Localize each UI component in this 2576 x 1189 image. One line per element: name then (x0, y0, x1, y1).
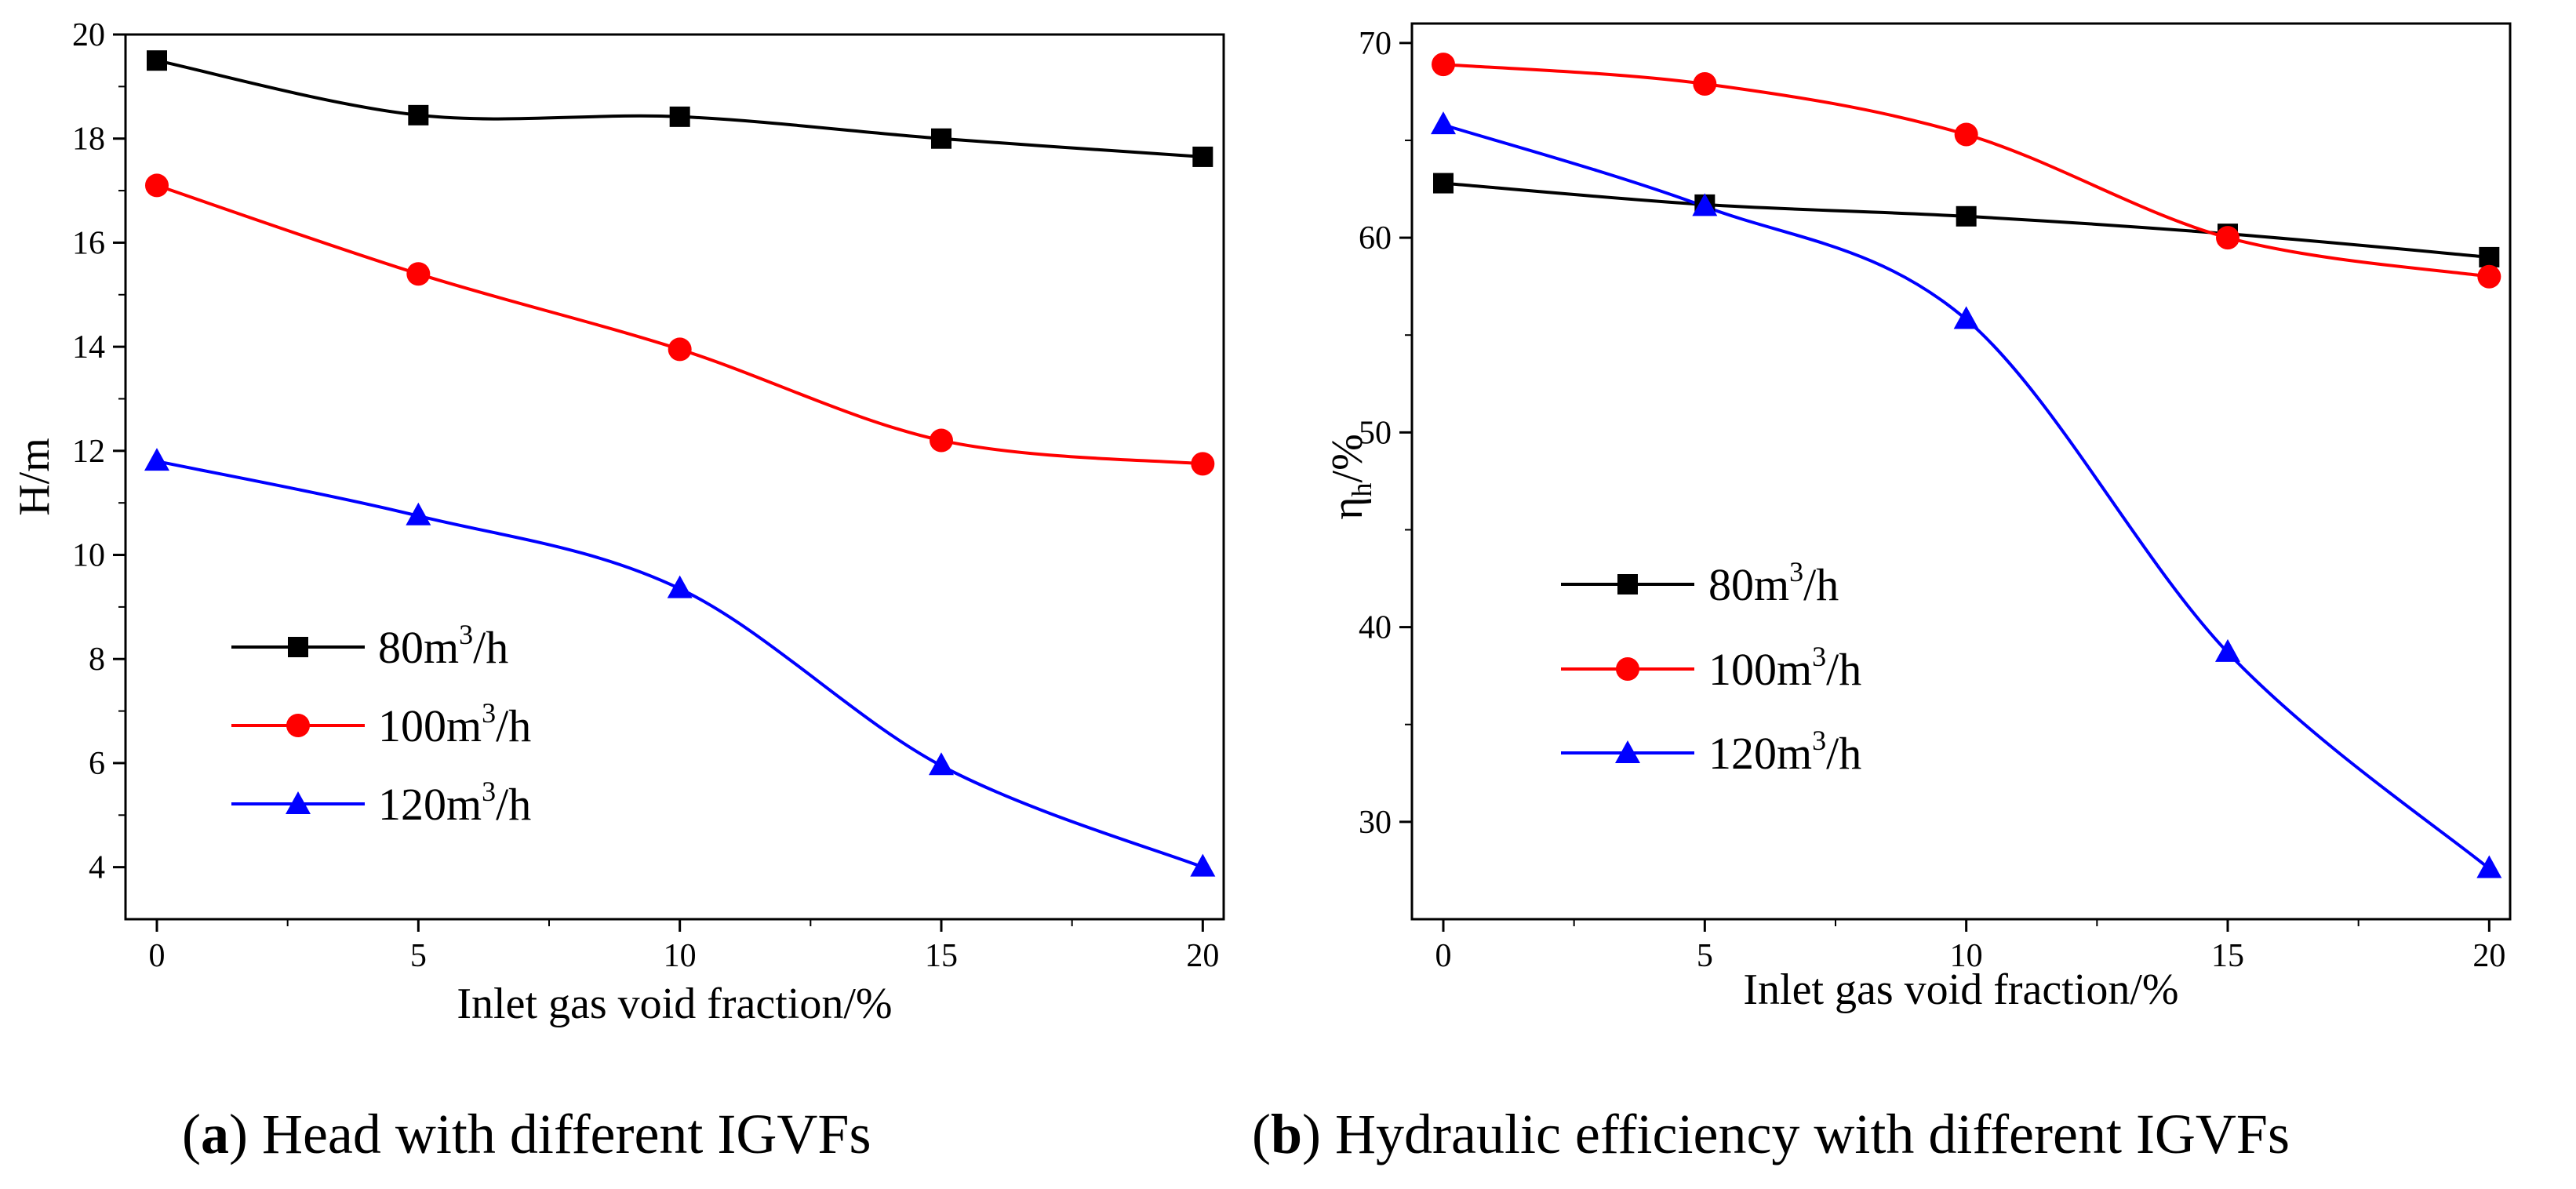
data-point (147, 50, 167, 71)
y-tick-label: 50 (1359, 415, 1392, 451)
x-tick-label: 5 (1697, 938, 1713, 974)
legend-item: 100m3/h (1561, 641, 1861, 695)
data-point (668, 337, 692, 362)
y-tick-label: 20 (72, 17, 105, 53)
data-point (2216, 226, 2239, 250)
y-tick-label: 60 (1359, 220, 1392, 256)
caption-a: (a) Head with different IGVFs (182, 1103, 871, 1165)
series-line (156, 460, 1204, 869)
y-tick-label: 4 (89, 850, 105, 886)
data-point (1953, 306, 1979, 329)
data-point (1693, 71, 1717, 96)
legend-label: 120m3/h (1708, 725, 1861, 779)
legend-label: 80m3/h (1708, 556, 1839, 610)
data-point (408, 104, 429, 125)
y-tick-label: 18 (72, 122, 105, 158)
legend-label: 100m3/h (1708, 641, 1861, 695)
x-tick-label: 15 (2211, 938, 2244, 974)
data-point (1692, 193, 1718, 216)
data-point (1954, 122, 1978, 147)
x-tick-label: 5 (410, 938, 427, 974)
x-tick-label: 20 (2472, 938, 2505, 974)
data-point (1190, 853, 1216, 877)
y-tick-label: 14 (72, 329, 105, 365)
y-tick-label: 10 (72, 538, 105, 574)
data-point (667, 575, 693, 598)
y-axis-title: H/m (10, 438, 59, 516)
legend-label: 100m3/h (378, 697, 531, 751)
series-lines (156, 59, 1204, 869)
x-tick-label: 0 (1435, 938, 1452, 974)
x-tick-label: 20 (1186, 938, 1219, 974)
data-point (930, 428, 953, 453)
legend-marker-circle (1616, 657, 1639, 681)
data-point (145, 173, 169, 198)
data-point (2215, 638, 2240, 662)
x-tick-label: 0 (149, 938, 166, 974)
series-line (156, 184, 1203, 466)
plot-area-frame (1410, 22, 2512, 921)
data-point (929, 752, 954, 776)
data-point (1956, 205, 1977, 227)
data-point (2479, 246, 2500, 267)
data-point (406, 262, 431, 286)
data-point (1191, 452, 1215, 476)
y-tick-label: 16 (72, 225, 105, 261)
series-lines (1443, 63, 2490, 871)
data-point (1431, 111, 1456, 135)
data-point (1192, 146, 1213, 167)
data-point (669, 106, 690, 127)
legend-marker-circle (286, 714, 310, 737)
legend-marker-square (288, 637, 308, 657)
data-point (931, 128, 951, 149)
y-tick-label: 40 (1359, 610, 1392, 646)
legend-label: 120m3/h (378, 776, 531, 830)
chart-panel-head: 0 5 10 15 20 4 6 8 10 12 14 16 18 20 Inlet gas void … (10, 17, 1225, 1028)
y-axis: 30 40 50 60 70 (1359, 26, 1412, 841)
legend-item: 120m3/h (231, 776, 531, 830)
x-tick-label: 10 (664, 938, 697, 974)
x-axis: 0 5 10 15 20 (1435, 919, 2505, 974)
y-tick-label: 8 (89, 642, 105, 678)
series-markers (144, 50, 1216, 877)
y-axis-title: ηh/% (1323, 434, 1377, 520)
data-point (2476, 855, 2502, 878)
data-point (2477, 264, 2501, 289)
legend-marker-square (1617, 574, 1638, 594)
caption-b: (b) Hydraulic efficiency with different … (1252, 1103, 2290, 1165)
x-axis: 0 5 10 15 20 (149, 919, 1219, 974)
y-axis: 4 6 8 10 12 14 16 18 20 (72, 17, 126, 886)
y-tick-label: 6 (89, 746, 105, 782)
series-line (1443, 123, 2490, 871)
data-point (144, 448, 169, 471)
legend: 80m3/h 100m3/h 120m3/h (1561, 556, 1861, 779)
data-point (1433, 173, 1454, 194)
data-point (1432, 53, 1455, 77)
y-tick-label: 30 (1359, 805, 1392, 841)
y-tick-label: 12 (72, 434, 105, 470)
x-tick-label: 10 (1950, 938, 1983, 974)
legend-marker-triangle (286, 791, 311, 814)
plot-area-frame (124, 33, 1225, 921)
series-markers (1431, 53, 2502, 878)
legend-label: 80m3/h (378, 619, 508, 673)
x-tick-label: 15 (925, 938, 958, 974)
legend-item: 80m3/h (231, 619, 508, 673)
chart-panel-efficiency: 0 5 10 15 20 30 40 50 60 70 Inlet gas void fract… (1323, 22, 2512, 1014)
legend-marker-triangle (1615, 740, 1640, 763)
legend-item: 120m3/h (1561, 725, 1861, 779)
legend: 80m3/h 100m3/h 120m3/h (231, 619, 531, 830)
y-tick-label: 70 (1359, 26, 1392, 62)
x-axis-title: Inlet gas void fraction/% (457, 980, 892, 1028)
data-point (406, 502, 431, 525)
x-axis-title: Inlet gas void fraction/% (1743, 965, 2178, 1014)
legend-item: 100m3/h (231, 697, 531, 751)
legend-item: 80m3/h (1561, 556, 1839, 610)
